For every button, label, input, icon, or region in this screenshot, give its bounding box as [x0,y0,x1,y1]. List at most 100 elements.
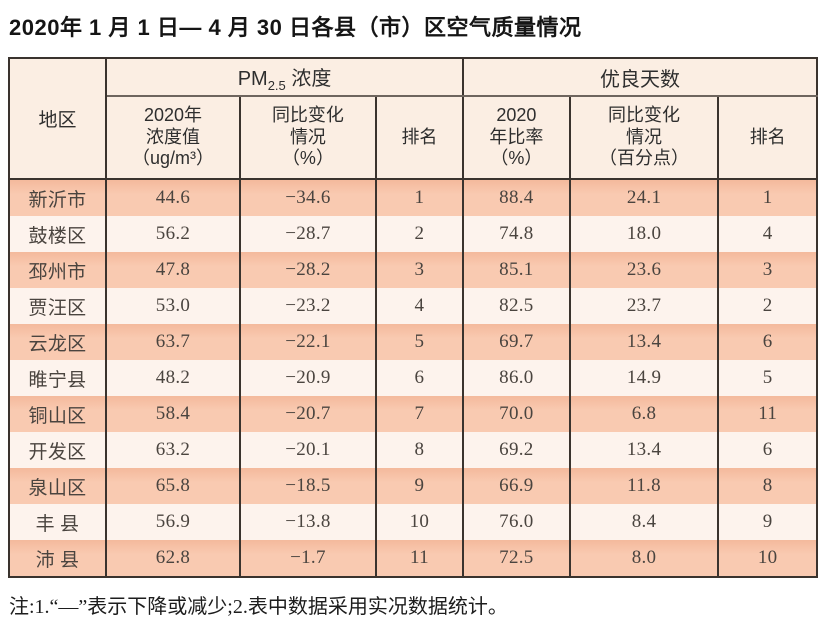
cell-pm_change: −28.2 [239,252,377,288]
table-row: 丰 县 56.9 −13.8 10 76.0 8.4 9 [8,504,818,540]
cell-good_rank: 10 [717,540,818,577]
table-row: 开发区 63.2 −20.1 8 69.2 13.4 6 [8,432,818,468]
cell-pm_change: −23.2 [239,288,377,324]
cell-pm_rank: 8 [374,432,465,468]
footnote: 注:1.“—”表示下降或减少;2.表中数据采用实况数据统计。 [9,596,508,618]
cell-good_rank: 2 [717,288,818,324]
cell-region: 云龙区 [8,324,107,360]
cell-region: 泉山区 [8,468,107,504]
pm25-subscript: 2.5 [267,77,286,93]
cell-region: 贾汪区 [8,288,107,324]
cell-good_rate: 69.2 [462,432,571,468]
column-header-region: 地区 [8,58,107,180]
cell-region: 邳州市 [8,252,107,288]
table-row: 云龙区 63.7 −22.1 5 69.7 13.4 6 [8,324,818,360]
cell-region: 铜山区 [8,396,107,432]
cell-region: 丰 县 [8,504,107,540]
cell-pm_value: 44.6 [104,179,242,216]
cell-pm_rank: 6 [374,360,465,396]
table-row: 泉山区 65.8 −18.5 9 66.9 11.8 8 [8,468,818,504]
cell-pm_value: 65.8 [104,468,242,504]
cell-good_change: 11.8 [568,468,720,504]
cell-good_change: 23.6 [568,252,720,288]
cell-region: 沛 县 [8,540,107,577]
cell-region: 开发区 [8,432,107,468]
cell-pm_change: −20.9 [239,360,377,396]
table-row: 新沂市 44.6 −34.6 1 88.4 24.1 1 [8,179,818,216]
cell-good_change: 8.4 [568,504,720,540]
cell-good_rate: 66.9 [462,468,571,504]
table-body: 新沂市 44.6 −34.6 1 88.4 24.1 1 鼓楼区 56.2 −28.7 2 74.8 1… [8,179,818,577]
cell-good_rank: 8 [717,468,818,504]
cell-good_rank: 11 [717,396,818,432]
cell-good_rate: 85.1 [462,252,571,288]
cell-pm_change: −13.8 [239,504,377,540]
cell-good_rate: 76.0 [462,504,571,540]
column-group-good-days: 优良天数 [462,58,818,97]
cell-pm_change: −28.7 [239,216,377,252]
column-header-pm-rank: 排名 [374,96,465,180]
column-header-pm-change: 同比变化 情况 （%） [239,96,377,180]
cell-good_rank: 1 [717,179,818,216]
column-header-good-change: 同比变化 情况 （百分点） [568,96,720,180]
page-title: 2020年 1 月 1 日— 4 月 30 日各县（市）区空气质量情况 [9,15,582,40]
cell-good_rank: 5 [717,360,818,396]
cell-good_rank: 3 [717,252,818,288]
cell-good_rank: 6 [717,324,818,360]
cell-good_change: 18.0 [568,216,720,252]
cell-good_change: 23.7 [568,288,720,324]
cell-good_rate: 70.0 [462,396,571,432]
cell-good_rank: 4 [717,216,818,252]
cell-pm_rank: 10 [374,504,465,540]
cell-pm_change: −18.5 [239,468,377,504]
cell-good_change: 14.9 [568,360,720,396]
cell-good_change: 13.4 [568,324,720,360]
cell-good_rank: 6 [717,432,818,468]
cell-pm_rank: 9 [374,468,465,504]
cell-region: 新沂市 [8,179,107,216]
cell-region: 睢宁县 [8,360,107,396]
cell-good_change: 13.4 [568,432,720,468]
cell-pm_rank: 1 [374,179,465,216]
table-row: 沛 县 62.8 −1.7 11 72.5 8.0 10 [8,540,818,577]
table-row: 铜山区 58.4 −20.7 7 70.0 6.8 11 [8,396,818,432]
table-row: 邳州市 47.8 −28.2 3 85.1 23.6 3 [8,252,818,288]
column-group-pm25: PM2.5 浓度 [104,58,465,97]
cell-good_change: 6.8 [568,396,720,432]
cell-pm_rank: 5 [374,324,465,360]
cell-pm_rank: 7 [374,396,465,432]
cell-pm_rank: 4 [374,288,465,324]
cell-good_rate: 69.7 [462,324,571,360]
table-header: 地区 PM2.5 浓度 优良天数 2020年 浓度值 （ug/m³） 同比变化 … [8,58,818,180]
cell-region: 鼓楼区 [8,216,107,252]
cell-pm_change: −20.1 [239,432,377,468]
table-row: 贾汪区 53.0 −23.2 4 82.5 23.7 2 [8,288,818,324]
table-row: 睢宁县 48.2 −20.9 6 86.0 14.9 5 [8,360,818,396]
pm25-label-suffix: 浓度 [285,67,332,90]
column-header-pm-value: 2020年 浓度值 （ug/m³） [104,96,242,180]
table-row: 鼓楼区 56.2 −28.7 2 74.8 18.0 4 [8,216,818,252]
cell-good_change: 24.1 [568,179,720,216]
cell-pm_value: 58.4 [104,396,242,432]
cell-good_rate: 82.5 [462,288,571,324]
cell-pm_value: 62.8 [104,540,242,577]
group-header-row: 地区 PM2.5 浓度 优良天数 [8,58,818,180]
cell-good_rank: 9 [717,504,818,540]
cell-pm_rank: 2 [374,216,465,252]
column-header-good-rate: 2020 年比率 （%） [462,96,571,180]
pm25-label-prefix: PM [237,67,268,90]
cell-pm_rank: 11 [374,540,465,577]
cell-pm_value: 56.9 [104,504,242,540]
cell-good_change: 8.0 [568,540,720,577]
cell-pm_value: 63.2 [104,432,242,468]
cell-pm_value: 48.2 [104,360,242,396]
cell-good_rate: 72.5 [462,540,571,577]
cell-pm_change: −1.7 [239,540,377,577]
sub-header-row: 2020年 浓度值 （ug/m³） 同比变化 情况 （%） 排名 2020 年比… [9,96,818,180]
air-quality-table: 地区 PM2.5 浓度 优良天数 2020年 浓度值 （ug/m³） 同比变化 … [8,57,818,578]
cell-pm_value: 56.2 [104,216,242,252]
cell-pm_change: −20.7 [239,396,377,432]
cell-pm_change: −22.1 [239,324,377,360]
column-header-good-rank: 排名 [717,96,818,180]
